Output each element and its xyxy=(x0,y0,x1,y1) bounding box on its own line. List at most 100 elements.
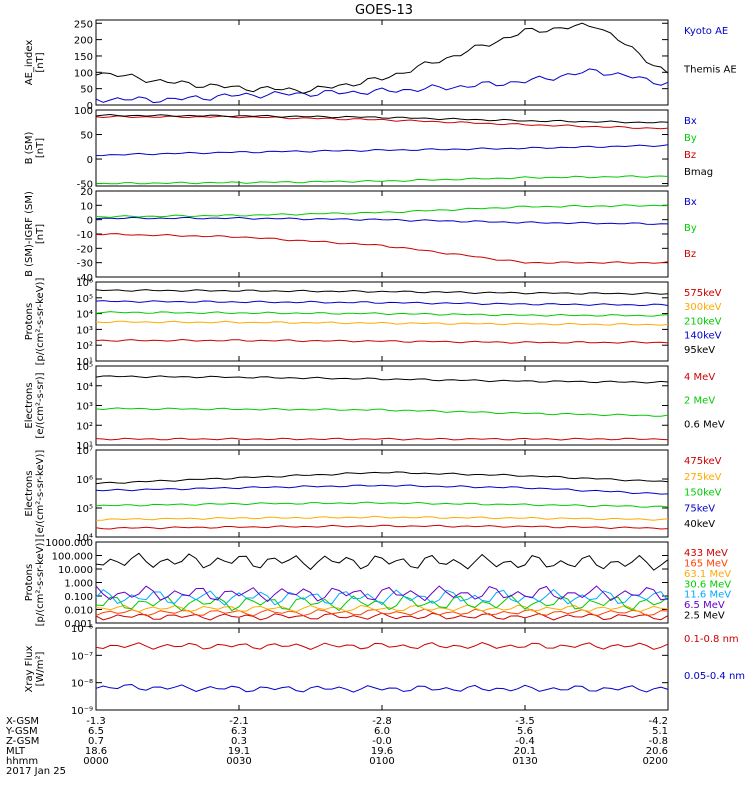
y-tick-label: 50 xyxy=(80,85,93,96)
series-line xyxy=(95,311,669,317)
y-tick-label: 10⁴ xyxy=(76,310,93,321)
y-tick-label: 0.001 xyxy=(64,619,93,630)
footer-value: 6.3 xyxy=(231,726,247,737)
legend-entry: 6.5 MeV xyxy=(684,600,725,611)
legend-entry: 210keV xyxy=(684,316,722,327)
series-line xyxy=(95,113,669,124)
panel-frame xyxy=(95,190,669,278)
footer-value: -3.5 xyxy=(515,716,535,727)
y-axis-title: Protons xyxy=(24,564,35,601)
y-axis-title: [nT] xyxy=(35,52,46,72)
legend-entry: Bz xyxy=(684,249,696,260)
y-axis-title: [nT] xyxy=(35,138,46,158)
panel-frame xyxy=(95,627,669,711)
legend-entry: 275keV xyxy=(684,472,722,483)
y-tick-label: 10² xyxy=(76,341,93,352)
footer-value: 20.1 xyxy=(514,746,536,757)
footer-value: 0200 xyxy=(643,756,668,767)
legend-entry: 40keV xyxy=(684,519,715,530)
y-tick-label: 150 xyxy=(74,52,93,63)
footer-row-label: X-GSM xyxy=(6,716,39,727)
series-line xyxy=(95,375,669,384)
footer-value: -2.8 xyxy=(372,716,392,727)
y-tick-label: 0.100 xyxy=(64,592,93,603)
legend-entry: Bx xyxy=(684,116,697,127)
series-line xyxy=(95,233,669,264)
legend-entry: 475keV xyxy=(684,456,722,467)
y-tick-label: 10⁵ xyxy=(76,294,93,305)
y-tick-label: 10⁶ xyxy=(76,475,93,486)
footer-value: -2.1 xyxy=(229,716,249,727)
legend-entry: 150keV xyxy=(684,488,722,499)
y-axis-title: [p/(cm²-s-sr-keV)] xyxy=(35,278,46,366)
footer-value: 20.6 xyxy=(646,746,668,757)
series-line xyxy=(95,524,669,530)
panel-3: -40 -30 -20 -10 0 10 20 B (SM)-IGRF (SM) [nT] Bx B… xyxy=(24,187,697,284)
footer-value: 18.6 xyxy=(85,746,107,757)
series-line xyxy=(95,683,669,693)
y-axis-title: [nT] xyxy=(35,224,46,244)
y-tick-label: 10⁻⁷ xyxy=(71,651,93,662)
legend-entry: By xyxy=(684,223,697,234)
y-axis-title: Electrons xyxy=(24,470,35,516)
panel-frame xyxy=(95,19,669,106)
y-tick-label: 10⁴ xyxy=(76,382,93,393)
panel-7: 0.001 0.010 0.100 1.000 10.000 100.000 1000.00… xyxy=(24,538,731,630)
legend-entry: 0.6 MeV xyxy=(684,419,725,430)
legend-entry: 2.5 MeV xyxy=(684,611,725,622)
legend-entry: 63.1 MeV xyxy=(684,569,731,580)
series-line xyxy=(95,204,669,218)
series-line xyxy=(95,608,669,617)
y-tick-label: 100 xyxy=(74,68,93,79)
series-line xyxy=(95,501,669,508)
y-tick-label: -50 xyxy=(77,180,93,191)
y-tick-label: 0 xyxy=(87,216,93,227)
footer-value: 19.1 xyxy=(228,746,250,757)
legend-entry: 433 MeV xyxy=(684,548,728,559)
y-tick-label: 0 xyxy=(87,101,93,112)
series-line xyxy=(95,289,669,295)
footer-value: 5.6 xyxy=(517,726,533,737)
y-tick-label: 10¹ xyxy=(76,357,93,368)
legend-entry: Themis AE xyxy=(683,65,737,76)
panel-frame xyxy=(95,365,669,446)
legend-entry: 30.6 MeV xyxy=(684,579,731,590)
legend-entry: 165 MeV xyxy=(684,558,728,569)
y-tick-label: -20 xyxy=(77,244,93,255)
series-line xyxy=(95,175,669,185)
series-line xyxy=(95,588,669,606)
legend-entry: Kyoto AE xyxy=(684,26,728,37)
footer-value: -0.0 xyxy=(372,736,392,747)
y-tick-label: 10⁵ xyxy=(76,362,93,373)
y-tick-label: -10 xyxy=(77,230,93,241)
panel-1: 0 50 100 150 200 250 AE_index [nT] Kyoto AE Themi… xyxy=(24,19,737,112)
series-line xyxy=(95,471,669,485)
series-line xyxy=(95,144,669,157)
y-tick-label: 0 xyxy=(87,155,93,166)
y-tick-label: 10² xyxy=(76,421,93,432)
legend-entry: 11.6 MeV xyxy=(684,590,731,601)
y-axis-title: AE_index xyxy=(24,40,35,86)
series-line xyxy=(95,515,669,521)
legend-entry: 300keV xyxy=(684,302,722,313)
legend-entry: Bz xyxy=(684,150,696,161)
footer-value: -1.3 xyxy=(86,716,106,727)
footer-row-label: Y-GSM xyxy=(5,726,38,737)
panel-frame xyxy=(95,449,669,538)
legend-entry: 4 MeV xyxy=(684,372,715,383)
legend-entry: 75keV xyxy=(684,503,715,514)
footer-value: 6.0 xyxy=(374,726,390,737)
y-tick-label: 10⁻⁶ xyxy=(71,624,93,635)
y-tick-label: 10⁴ xyxy=(76,533,93,544)
y-axis-title: [p/(cm²-s-sr-keV)] xyxy=(35,539,46,627)
y-axis-title: B (SM) xyxy=(24,131,35,164)
y-tick-label: -30 xyxy=(77,259,93,270)
y-tick-label: 10⁶ xyxy=(76,278,93,289)
series-line xyxy=(95,484,669,495)
footer-value: 0000 xyxy=(83,756,108,767)
footer-row-label: MLT xyxy=(6,746,26,757)
plot-title: GOES-13 xyxy=(355,3,413,18)
series-line xyxy=(95,437,669,441)
y-axis-title: Protons xyxy=(24,303,35,340)
footer-value: 19.6 xyxy=(371,746,393,757)
